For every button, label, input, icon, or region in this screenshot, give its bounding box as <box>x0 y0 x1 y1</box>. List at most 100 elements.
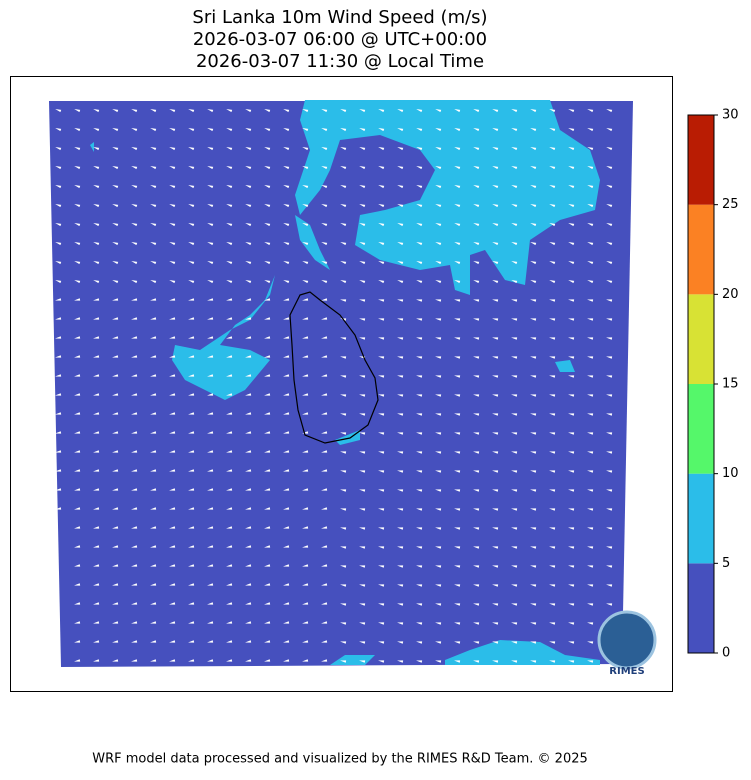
wind-arrow <box>606 527 613 530</box>
wind-arrow <box>131 127 138 132</box>
wind-arrow <box>359 241 366 246</box>
wind-arrow <box>549 165 556 170</box>
wind-arrow <box>492 279 499 284</box>
wind-arrow <box>378 260 385 265</box>
wind-arrow <box>93 659 100 662</box>
wind-arrow <box>131 621 138 624</box>
wind-arrow <box>416 337 423 340</box>
wind-arrow <box>416 527 423 530</box>
wind-arrow <box>55 222 62 227</box>
wind-arrow <box>264 184 271 189</box>
wind-arrow <box>549 318 556 321</box>
wind-arrow <box>283 564 290 567</box>
wind-arrow <box>245 602 252 605</box>
wind-arrow <box>169 602 176 605</box>
wind-arrow <box>55 469 62 472</box>
colorbar-segment <box>688 563 714 653</box>
wind-arrow <box>93 260 100 265</box>
wind-arrow <box>397 127 404 132</box>
wind-arrow <box>169 431 176 434</box>
wind-arrow <box>397 165 404 170</box>
wind-arrow <box>150 260 157 265</box>
wind-arrow <box>245 260 252 265</box>
wind-arrow <box>511 394 518 397</box>
wind-arrow <box>188 545 195 548</box>
wind-arrow <box>55 507 62 510</box>
wind-arrow <box>74 640 81 643</box>
wind-arrow <box>340 565 347 568</box>
wind-arrow <box>302 412 309 415</box>
wind-arrow <box>549 432 556 435</box>
wind-arrow <box>473 127 480 132</box>
wind-arrow <box>568 413 575 416</box>
wind-arrow <box>93 526 100 529</box>
wind-arrow <box>245 393 252 396</box>
wind-arrow <box>264 545 271 548</box>
wind-arrow <box>473 489 480 492</box>
wind-arrow <box>169 127 176 132</box>
wind-arrow <box>93 450 100 453</box>
wind-arrow <box>131 222 138 227</box>
wind-arrow <box>283 507 290 510</box>
wind-arrow <box>549 203 556 208</box>
wind-arrow <box>606 146 613 151</box>
wind-arrow <box>454 432 461 435</box>
wind-arrow <box>74 146 81 151</box>
wind-arrow <box>435 203 442 208</box>
wind-arrow <box>131 279 138 284</box>
wind-arrow <box>549 489 556 492</box>
wind-arrow <box>207 184 214 189</box>
wind-arrow <box>397 584 404 587</box>
wind-arrow <box>264 621 271 624</box>
wind-arrow <box>93 640 100 643</box>
wind-arrow <box>169 279 176 284</box>
wind-arrow <box>378 660 385 663</box>
wind-arrow <box>131 545 138 548</box>
wind-arrow <box>321 260 328 265</box>
wind-arrow <box>226 545 233 548</box>
wind-arrow <box>226 602 233 605</box>
wind-arrow <box>112 583 119 586</box>
wind-arrow <box>359 641 366 644</box>
wind-arrow <box>530 299 537 302</box>
wind-arrow <box>454 279 461 284</box>
wind-arrow <box>359 337 366 340</box>
wind-arrow <box>492 375 499 378</box>
wind-arrow <box>93 621 100 624</box>
wind-arrow <box>340 222 347 227</box>
wind-arrow <box>435 375 442 378</box>
wind-arrow <box>321 583 328 586</box>
wind-arrow <box>492 546 499 549</box>
wind-arrow <box>93 317 100 320</box>
wind-arrow <box>340 451 347 454</box>
wind-arrow <box>207 450 214 453</box>
wind-arrow <box>340 184 347 189</box>
wind-arrow <box>188 526 195 529</box>
wind-arrow <box>473 470 480 473</box>
wind-arrow <box>359 165 366 170</box>
wind-arrow <box>378 241 385 246</box>
wind-arrow <box>74 355 81 358</box>
wind-arrow <box>530 222 537 227</box>
wind-arrow <box>131 412 138 415</box>
wind-arrow <box>587 241 594 246</box>
wind-arrow <box>226 621 233 624</box>
wind-arrow <box>245 374 252 377</box>
wind-arrow <box>93 203 100 208</box>
wind-arrow <box>416 489 423 492</box>
wind-arrow <box>55 127 62 132</box>
colorbar-tick-label: 0 <box>722 646 730 661</box>
wind-arrow <box>131 602 138 605</box>
wind-arrow <box>321 545 328 548</box>
wind-arrow <box>245 279 252 284</box>
wind-arrow <box>340 241 347 246</box>
wind-arrow <box>188 108 195 113</box>
wind-arrow <box>112 317 119 320</box>
wind-arrow <box>378 394 385 397</box>
wind-arrow <box>587 260 594 265</box>
wind-arrow <box>606 165 613 170</box>
colorbar-tick-label: 25 <box>722 197 739 212</box>
wind-arrow <box>454 527 461 530</box>
wind-arrow <box>340 299 347 302</box>
wind-arrow <box>435 413 442 416</box>
